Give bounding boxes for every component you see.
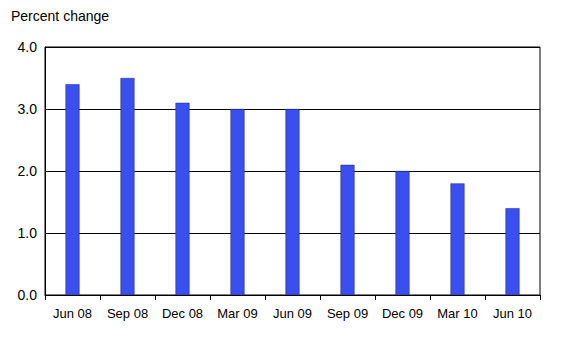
svg-text:Sep 08: Sep 08: [107, 306, 148, 321]
svg-text:3.0: 3.0: [18, 101, 38, 117]
svg-text:Percent change: Percent change: [11, 8, 109, 24]
svg-text:4.0: 4.0: [18, 39, 38, 55]
svg-text:1.0: 1.0: [18, 225, 38, 241]
svg-text:0.0: 0.0: [18, 287, 38, 303]
svg-text:Mar 09: Mar 09: [217, 306, 257, 321]
svg-text:Jun 10: Jun 10: [493, 306, 532, 321]
svg-text:2.0: 2.0: [18, 163, 38, 179]
svg-text:Mar 10: Mar 10: [437, 306, 477, 321]
svg-text:Sep 09: Sep 09: [327, 306, 368, 321]
svg-text:Dec 09: Dec 09: [382, 306, 423, 321]
svg-text:Dec 08: Dec 08: [162, 306, 203, 321]
svg-text:Jun 08: Jun 08: [53, 306, 92, 321]
svg-text:Jun 09: Jun 09: [273, 306, 312, 321]
